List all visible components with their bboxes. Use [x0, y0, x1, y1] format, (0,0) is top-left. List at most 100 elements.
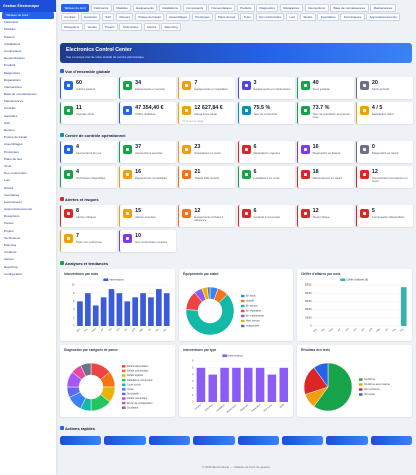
sidebar-item[interactable]: SAV [4, 120, 10, 125]
stat-card: 37 Interventions ouvertes [119, 141, 177, 163]
chart: Résultats des tests Conforme Conforme avec… [301, 348, 391, 412]
sidebar-item[interactable]: Prototypes [4, 149, 19, 154]
sidebar-item[interactable]: Incidents [4, 250, 17, 255]
nav-tab[interactable]: Contrats [60, 13, 79, 22]
sidebar-item[interactable]: Réparations [4, 77, 21, 82]
action-button[interactable] [148, 436, 191, 445]
nav-tab[interactable]: Composants [182, 3, 207, 12]
legend-label: Conforme [364, 378, 376, 381]
action-button[interactable] [370, 436, 412, 445]
nav-tab[interactable]: Maintenances [370, 3, 396, 12]
nav-tab[interactable]: Techniciens [119, 22, 142, 31]
sidebar-item[interactable]: Non conformités [4, 171, 27, 176]
sidebar-item[interactable]: Réceptions [4, 214, 20, 219]
nav-tab[interactable]: Nomenclatures [208, 3, 236, 12]
nav-tab[interactable]: Postes de travail [134, 13, 164, 22]
sidebar-item[interactable]: Paniers [4, 34, 15, 39]
sidebar-item[interactable]: Diagnostics [4, 70, 20, 75]
legend-swatch [359, 388, 363, 391]
nav-tab[interactable]: Lots [285, 13, 299, 22]
stat-card: 12 Commandes fournisseurs en cours [355, 166, 413, 188]
bar [124, 301, 131, 326]
nav-tab[interactable]: Modèles [113, 3, 132, 12]
sidebar-item[interactable]: Techniciens [4, 235, 21, 240]
nav-tab[interactable]: Non conformités [255, 13, 285, 22]
legend-swatch [359, 393, 363, 396]
sidebar-item[interactable]: Lots [4, 178, 10, 183]
card-value: 12 [194, 208, 201, 214]
nav-tab[interactable]: Inventaires [317, 13, 339, 22]
nav-tab[interactable]: SAV [101, 13, 115, 22]
sidebar-item[interactable]: Installations [4, 41, 21, 46]
sidebar-item[interactable]: Inventaires [4, 192, 20, 197]
sidebar-item[interactable]: Tests [4, 163, 12, 168]
nav-tab[interactable]: Tests [240, 13, 255, 22]
legend-swatch [221, 354, 227, 357]
action-button[interactable] [281, 436, 324, 445]
nav-tab[interactable]: Retours [116, 13, 134, 22]
sidebar-item[interactable]: Garanties [4, 113, 18, 118]
sidebar-item[interactable]: Maintenances [4, 99, 24, 104]
nav-tab[interactable]: Plans de test [214, 13, 239, 22]
sidebar-item[interactable]: Postes de travail [4, 135, 27, 140]
legend-label: Hors service [246, 320, 261, 323]
nav-tab[interactable]: Produits [236, 3, 255, 12]
sidebar-item[interactable]: Projets [4, 228, 14, 233]
sidebar-item[interactable]: Interventions [4, 84, 22, 89]
bar [108, 289, 115, 326]
nav-tab[interactable]: Ventes [84, 22, 101, 31]
nav-tab[interactable]: Assemblages [165, 13, 191, 22]
sidebar-item[interactable]: Contrats [4, 106, 16, 111]
sidebar-item[interactable]: Produits [4, 63, 16, 68]
sidebar-item[interactable]: Configuration [4, 271, 23, 276]
x-tick-label: Diagnostic [239, 403, 249, 412]
card-icon-glyph [185, 109, 189, 112]
nav-tab[interactable]: Réparations [279, 3, 303, 12]
sidebar-item[interactable]: Fournisseurs [4, 199, 22, 204]
nav-tab[interactable]: Tableau de bord [60, 3, 90, 12]
sidebar-item[interactable]: Reporting [4, 264, 18, 269]
nav-tab[interactable]: Fabricants [90, 3, 112, 12]
y-tick-label: 0 [310, 325, 312, 328]
sidebar-item[interactable]: Approvisionnements [4, 207, 33, 212]
nav-tab[interactable]: Approvisionnements [366, 13, 401, 22]
sidebar-item[interactable]: Alertes [4, 257, 14, 262]
action-button[interactable] [193, 436, 235, 445]
legend-label: Interventions [109, 279, 124, 282]
action-button[interactable] [104, 436, 146, 445]
sidebar-item[interactable]: Assemblages [4, 142, 23, 147]
sidebar-item[interactable]: Retours [4, 128, 15, 132]
sidebar-item[interactable]: Modèles [4, 27, 16, 32]
card-label: Stock critique [312, 214, 330, 219]
nav-tab[interactable]: Équipements [132, 3, 158, 12]
sidebar-item[interactable]: Composants [4, 48, 22, 53]
sidebar-item[interactable]: Ventes [4, 221, 14, 226]
nav-tab[interactable]: Stocks [300, 13, 316, 22]
sidebar-item[interactable]: Fabricants [4, 20, 19, 25]
action-button[interactable] [60, 436, 102, 445]
action-button[interactable] [326, 436, 368, 445]
nav-tab[interactable]: Projets [101, 22, 118, 31]
y-tick-label: 8 [73, 292, 75, 295]
nav-tab[interactable]: Garanties [80, 13, 101, 22]
nav-tab[interactable]: Prototypes [191, 13, 214, 22]
nav-tab[interactable]: Installations [158, 3, 182, 12]
nav-tab[interactable]: Base de connaissances [330, 3, 369, 12]
sidebar-item[interactable]: Plans de test [4, 156, 22, 161]
nav-tab[interactable]: Diagnostics [256, 3, 279, 12]
chart-panel: Chiffre d'affaires par mois 0 10000 20000 30… [297, 269, 412, 341]
action-button[interactable] [237, 436, 279, 445]
sidebar-item[interactable]: Nomenclatures [4, 56, 25, 61]
nav-tab[interactable]: Fournisseurs [340, 13, 365, 22]
nav-tab[interactable]: Interventions [304, 3, 329, 12]
nav-tab[interactable]: Réceptions [60, 22, 83, 31]
card-icon [241, 145, 251, 154]
nav-tab[interactable]: Alertes [143, 22, 160, 31]
sidebar-item[interactable]: Base de connaissances [4, 92, 37, 97]
nav-tab[interactable]: Reporting [161, 22, 182, 31]
card-icon [64, 170, 73, 179]
sidebar-item[interactable]: Stocks [4, 185, 14, 190]
sidebar-item[interactable]: Planning [4, 243, 17, 247]
sidebar-item[interactable]: Tableau de bord [2, 12, 54, 20]
